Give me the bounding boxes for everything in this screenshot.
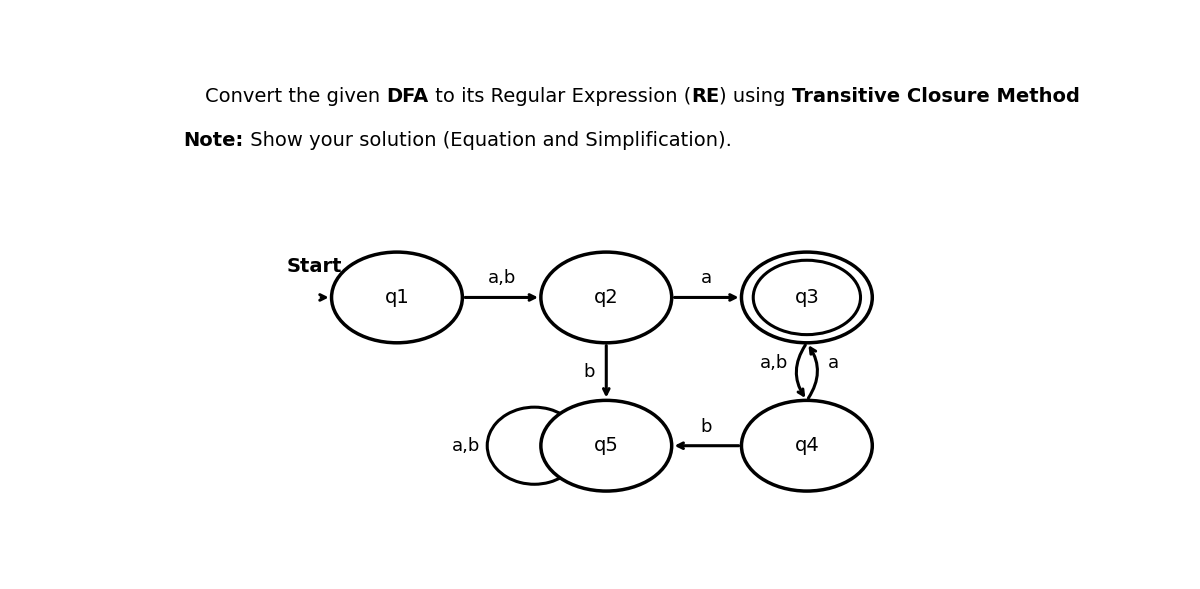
Ellipse shape <box>331 252 462 343</box>
Text: a,b: a,b <box>487 269 516 287</box>
Text: a,b: a,b <box>452 436 480 455</box>
Text: a: a <box>828 354 839 372</box>
Text: Convert the given: Convert the given <box>205 87 386 107</box>
Text: q3: q3 <box>794 288 820 307</box>
Text: q2: q2 <box>594 288 619 307</box>
Text: q1: q1 <box>384 288 409 307</box>
Ellipse shape <box>541 401 672 491</box>
Text: b: b <box>701 418 713 435</box>
Text: to its Regular Expression (: to its Regular Expression ( <box>428 87 691 107</box>
Text: a,b: a,b <box>760 354 788 372</box>
Ellipse shape <box>742 401 872 491</box>
Text: a: a <box>701 269 712 287</box>
Text: q4: q4 <box>794 436 820 455</box>
Text: DFA: DFA <box>386 87 428 107</box>
Text: Show your solution (Equation and Simplification).: Show your solution (Equation and Simplif… <box>244 131 731 150</box>
Text: Transitive Closure Method: Transitive Closure Method <box>792 87 1080 107</box>
Text: RE: RE <box>691 87 719 107</box>
Text: q5: q5 <box>594 436 619 455</box>
Text: ) using: ) using <box>719 87 792 107</box>
Ellipse shape <box>541 252 672 343</box>
Text: b: b <box>583 363 594 380</box>
Text: Note:: Note: <box>184 131 244 150</box>
Ellipse shape <box>742 252 872 343</box>
Text: Start: Start <box>287 257 342 276</box>
